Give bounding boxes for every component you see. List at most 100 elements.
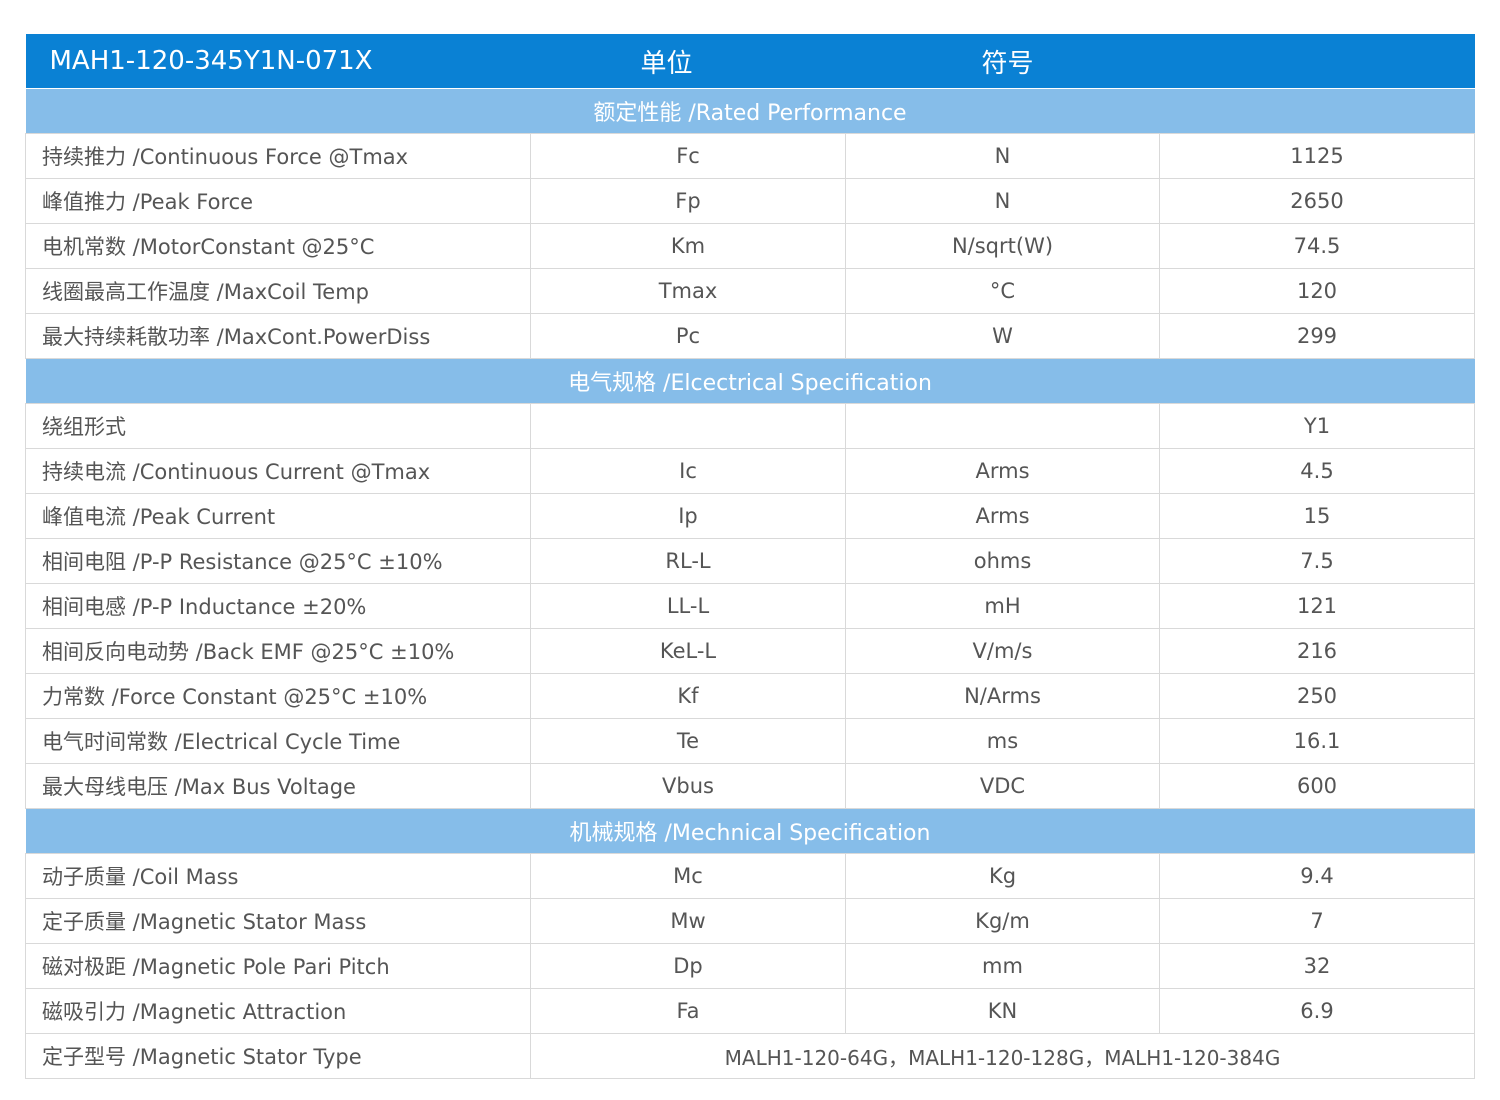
symbol-cell: Kf [530, 673, 846, 719]
model-name: MAH1-120-345Y1N-071X [25, 34, 531, 89]
value-cell: 2650 [1159, 178, 1475, 224]
symbol-cell: Km [530, 223, 846, 269]
value-cell: 216 [1159, 628, 1475, 674]
unit-cell [845, 403, 1160, 449]
table-row: 电气时间常数 /Electrical Cycle Time Te ms 16.1 [25, 718, 1475, 764]
table-row: 定子质量 /Magnetic Stator Mass Mw Kg/m 7 [25, 898, 1475, 944]
param-name-cell: 电机常数 /MotorConstant @25°C [25, 223, 531, 269]
symbol-cell: Fa [530, 988, 846, 1034]
stator-types-cell: MALH1-120-64G，MALH1-120-128G，MALH1-120-3… [530, 1033, 1475, 1079]
param-name-cell: 持续电流 /Continuous Current @Tmax [25, 448, 531, 494]
value-cell: 299 [1159, 313, 1475, 359]
table-row: 定子型号 /Magnetic Stator Type MALH1-120-64G，… [25, 1033, 1475, 1079]
table-row: 力常数 /Force Constant @25°C ±10% Kf N/Arms 25… [25, 673, 1475, 719]
value-cell: 7 [1159, 898, 1475, 944]
symbol-cell: Te [530, 718, 846, 764]
param-name-cell: 磁吸引力 /Magnetic Attraction [25, 988, 531, 1034]
value-cell: 250 [1159, 673, 1475, 719]
param-name-cell: 相间电感 /P-P Inductance ±20% [25, 583, 531, 629]
param-name-cell: 相间电阻 /P-P Resistance @25°C ±10% [25, 538, 531, 584]
param-name-cell: 峰值推力 /Peak Force [25, 178, 531, 224]
table-row: 磁对极距 /Magnetic Pole Pari Pitch Dp mm 32 [25, 943, 1475, 989]
table-row: 最大持续耗散功率 /MaxCont.PowerDiss Pc W 299 [25, 313, 1475, 359]
unit-cell: ohms [845, 538, 1160, 584]
unit-cell: W [845, 313, 1160, 359]
symbol-cell [530, 403, 846, 449]
value-cell: 15 [1159, 493, 1475, 539]
param-name-cell: 相间反向电动势 /Back EMF @25°C ±10% [25, 628, 531, 674]
symbol-cell: Ic [530, 448, 846, 494]
param-name-cell: 最大持续耗散功率 /MaxCont.PowerDiss [25, 313, 531, 359]
section-header-row: 额定性能 /Rated Performance [25, 88, 1475, 134]
unit-cell: Arms [845, 448, 1160, 494]
unit-cell: N/Arms [845, 673, 1160, 719]
unit-cell: N [845, 178, 1160, 224]
symbol-cell: LL-L [530, 583, 846, 629]
table-row: 峰值电流 /Peak Current Ip Arms 15 [25, 493, 1475, 539]
table-row: 最大母线电压 /Max Bus Voltage Vbus VDC 600 [25, 763, 1475, 809]
spec-table: MAH1-120-345Y1N-071X 单位 符号 额定性能 /Rated P… [25, 34, 1475, 1079]
unit-cell: Arms [845, 493, 1160, 539]
symbol-cell: Fp [530, 178, 846, 224]
unit-cell: mH [845, 583, 1160, 629]
param-name-cell: 最大母线电压 /Max Bus Voltage [25, 763, 531, 809]
param-name-cell: 峰值电流 /Peak Current [25, 493, 531, 539]
table-row: 持续电流 /Continuous Current @Tmax Ic Arms 4.5 [25, 448, 1475, 494]
unit-cell: mm [845, 943, 1160, 989]
param-name-cell: 动子质量 /Coil Mass [25, 853, 531, 899]
symbol-cell: Fc [530, 133, 846, 179]
value-cell: 1125 [1159, 133, 1475, 179]
unit-cell: N/sqrt(W) [845, 223, 1160, 269]
value-cell: 6.9 [1159, 988, 1475, 1034]
symbol-cell: Dp [530, 943, 846, 989]
unit-cell: Kg [845, 853, 1160, 899]
symbol-cell: RL-L [530, 538, 846, 584]
value-cell: 4.5 [1159, 448, 1475, 494]
unit-cell: N [845, 133, 1160, 179]
value-cell: 120 [1159, 268, 1475, 314]
symbol-cell: Vbus [530, 763, 846, 809]
symbol-cell: Tmax [530, 268, 846, 314]
unit-cell: VDC [845, 763, 1160, 809]
param-name-cell: 绕组形式 [25, 403, 531, 449]
header-unit-label: 单位 [530, 34, 846, 89]
header-empty-cell [1159, 34, 1475, 89]
symbol-cell: Pc [530, 313, 846, 359]
symbol-cell: KeL-L [530, 628, 846, 674]
value-cell: 121 [1159, 583, 1475, 629]
value-cell: 7.5 [1159, 538, 1475, 584]
value-cell: 600 [1159, 763, 1475, 809]
value-cell: 9.4 [1159, 853, 1475, 899]
value-cell: 16.1 [1159, 718, 1475, 764]
table-row: 电机常数 /MotorConstant @25°C Km N/sqrt(W) 74.5 [25, 223, 1475, 269]
table-row: 持续推力 /Continuous Force @Tmax Fc N 1125 [25, 133, 1475, 179]
param-name-cell: 定子质量 /Magnetic Stator Mass [25, 898, 531, 944]
symbol-cell: Mc [530, 853, 846, 899]
unit-cell: °C [845, 268, 1160, 314]
table-row: 磁吸引力 /Magnetic Attraction Fa KN 6.9 [25, 988, 1475, 1034]
section-header-row: 电气规格 /Elcectrical Specification [25, 358, 1475, 404]
header-symbol-label: 符号 [845, 34, 1160, 89]
param-name-cell: 力常数 /Force Constant @25°C ±10% [25, 673, 531, 719]
param-name-cell: 持续推力 /Continuous Force @Tmax [25, 133, 531, 179]
spec-table-body: MAH1-120-345Y1N-071X 单位 符号 额定性能 /Rated P… [25, 34, 1475, 1079]
param-name-cell: 磁对极距 /Magnetic Pole Pari Pitch [25, 943, 531, 989]
symbol-cell: Ip [530, 493, 846, 539]
table-row: 相间电感 /P-P Inductance ±20% LL-L mH 121 [25, 583, 1475, 629]
table-row: 动子质量 /Coil Mass Mc Kg 9.4 [25, 853, 1475, 899]
section-title: 机械规格 /Mechnical Specification [25, 808, 1475, 854]
section-title: 额定性能 /Rated Performance [25, 88, 1475, 134]
value-cell: 74.5 [1159, 223, 1475, 269]
symbol-cell: Mw [530, 898, 846, 944]
param-name-cell: 定子型号 /Magnetic Stator Type [25, 1033, 531, 1079]
unit-cell: V/m/s [845, 628, 1160, 674]
section-header-row: 机械规格 /Mechnical Specification [25, 808, 1475, 854]
table-header-row: MAH1-120-345Y1N-071X 单位 符号 [25, 34, 1475, 89]
value-cell: Y1 [1159, 403, 1475, 449]
table-row: 相间电阻 /P-P Resistance @25°C ±10% RL-L ohms 7… [25, 538, 1475, 584]
unit-cell: ms [845, 718, 1160, 764]
table-row: 绕组形式 Y1 [25, 403, 1475, 449]
table-row: 线圈最高工作温度 /MaxCoil Temp Tmax °C 120 [25, 268, 1475, 314]
param-name-cell: 电气时间常数 /Electrical Cycle Time [25, 718, 531, 764]
table-row: 峰值推力 /Peak Force Fp N 2650 [25, 178, 1475, 224]
